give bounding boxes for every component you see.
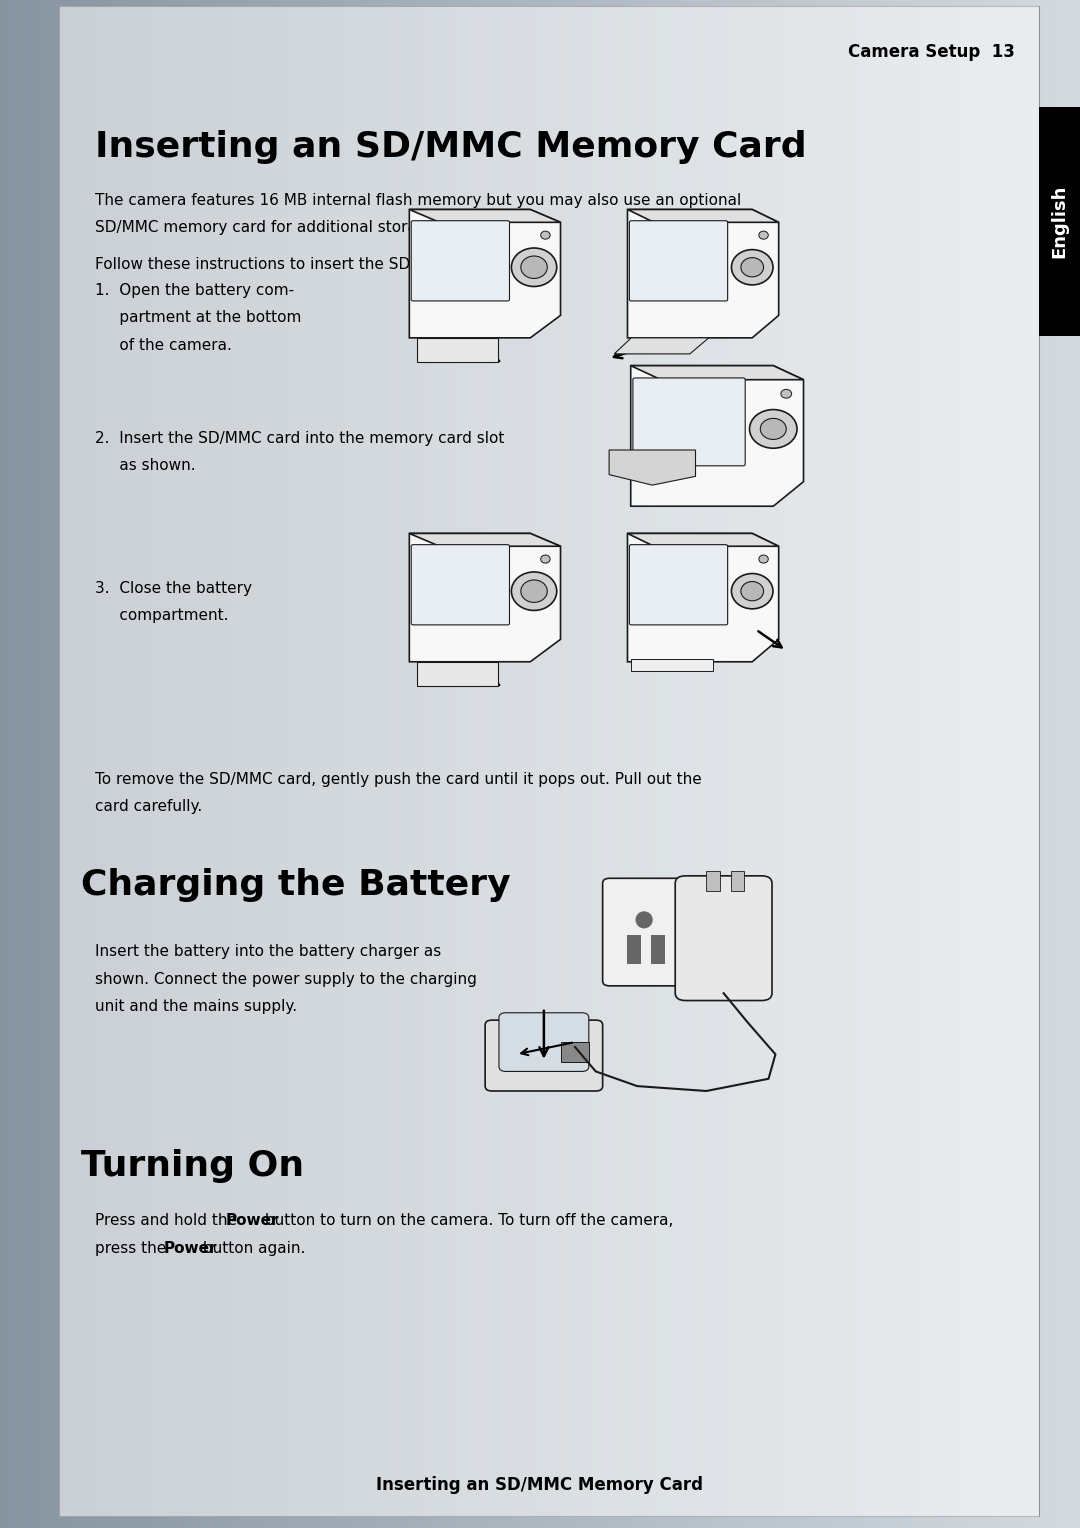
Circle shape [759, 231, 768, 240]
Polygon shape [627, 209, 779, 338]
Polygon shape [631, 365, 804, 380]
FancyBboxPatch shape [485, 1021, 603, 1091]
Text: SD: SD [454, 680, 459, 685]
Text: compartment.: compartment. [95, 608, 229, 623]
Bar [626, 935, 640, 964]
FancyBboxPatch shape [675, 876, 772, 1001]
Text: of the camera.: of the camera. [95, 338, 232, 353]
Text: English: English [1051, 185, 1068, 258]
Polygon shape [409, 533, 561, 662]
Text: To remove the SD/MMC card, gently push the card until it pops out. Pull out the: To remove the SD/MMC card, gently push t… [95, 772, 702, 787]
Bar [730, 871, 744, 891]
Text: Camera Setup  13: Camera Setup 13 [848, 43, 1015, 61]
Text: Insert the battery into the battery charger as: Insert the battery into the battery char… [95, 944, 442, 960]
Circle shape [512, 248, 557, 287]
Polygon shape [409, 533, 561, 545]
FancyBboxPatch shape [603, 879, 686, 986]
Text: BATTERY: BATTERY [447, 672, 465, 677]
Text: Inserting an SD/MMC Memory Card: Inserting an SD/MMC Memory Card [95, 130, 807, 163]
Text: button again.: button again. [198, 1241, 306, 1256]
Circle shape [521, 581, 548, 602]
Polygon shape [417, 662, 498, 686]
Text: SD: SD [454, 356, 459, 361]
Polygon shape [627, 533, 779, 662]
Circle shape [731, 573, 773, 608]
Polygon shape [417, 338, 498, 362]
Text: 2.  Insert the SD/MMC card into the memory card slot: 2. Insert the SD/MMC card into the memor… [95, 431, 504, 446]
Bar [651, 935, 665, 964]
Ellipse shape [635, 911, 652, 929]
Text: Follow these instructions to insert the SD/MMC card.: Follow these instructions to insert the … [95, 257, 496, 272]
Text: Turning On: Turning On [81, 1149, 305, 1183]
Text: Power: Power [226, 1213, 279, 1229]
Text: 3.  Close the battery: 3. Close the battery [95, 581, 252, 596]
Text: card carefully.: card carefully. [95, 799, 202, 814]
FancyBboxPatch shape [411, 220, 510, 301]
Text: SD/MMC memory card for additional storage.: SD/MMC memory card for additional storag… [95, 220, 441, 235]
Text: 1.  Open the battery com-: 1. Open the battery com- [95, 283, 294, 298]
Text: partment at the bottom: partment at the bottom [95, 310, 301, 325]
Polygon shape [615, 338, 708, 354]
Circle shape [512, 571, 557, 610]
Text: BATTERY: BATTERY [447, 348, 465, 353]
Circle shape [760, 419, 786, 440]
Polygon shape [409, 209, 561, 222]
Circle shape [521, 257, 548, 278]
Circle shape [741, 258, 764, 277]
Polygon shape [627, 533, 779, 545]
Text: button to turn on the camera. To turn off the camera,: button to turn on the camera. To turn of… [259, 1213, 673, 1229]
Circle shape [750, 410, 797, 448]
FancyBboxPatch shape [630, 220, 728, 301]
Circle shape [741, 582, 764, 601]
Text: Power: Power [164, 1241, 217, 1256]
Text: Press and hold the: Press and hold the [95, 1213, 242, 1229]
FancyBboxPatch shape [633, 377, 745, 466]
Circle shape [541, 231, 550, 240]
Text: press the: press the [95, 1241, 171, 1256]
Circle shape [731, 249, 773, 284]
Circle shape [541, 555, 550, 564]
FancyBboxPatch shape [499, 1013, 589, 1071]
Circle shape [759, 555, 768, 564]
FancyBboxPatch shape [411, 544, 510, 625]
Bar [1039, 107, 1080, 336]
Bar [706, 871, 720, 891]
Text: Inserting an SD/MMC Memory Card: Inserting an SD/MMC Memory Card [377, 1476, 703, 1494]
Text: Charging the Battery: Charging the Battery [81, 868, 511, 902]
Text: The camera features 16 MB internal flash memory but you may also use an optional: The camera features 16 MB internal flash… [95, 193, 741, 208]
Text: shown. Connect the power supply to the charging: shown. Connect the power supply to the c… [95, 972, 477, 987]
Bar [562, 1042, 589, 1062]
Polygon shape [409, 209, 561, 338]
Polygon shape [631, 365, 804, 506]
Polygon shape [609, 449, 696, 484]
Text: SD: SD [646, 460, 659, 469]
Circle shape [781, 390, 792, 399]
Text: BATTERY: BATTERY [662, 660, 680, 665]
Text: unit and the mains supply.: unit and the mains supply. [95, 999, 297, 1015]
Polygon shape [627, 209, 779, 222]
Bar [632, 659, 713, 671]
Text: SD: SD [700, 663, 706, 668]
FancyBboxPatch shape [630, 544, 728, 625]
Text: as shown.: as shown. [95, 458, 195, 474]
